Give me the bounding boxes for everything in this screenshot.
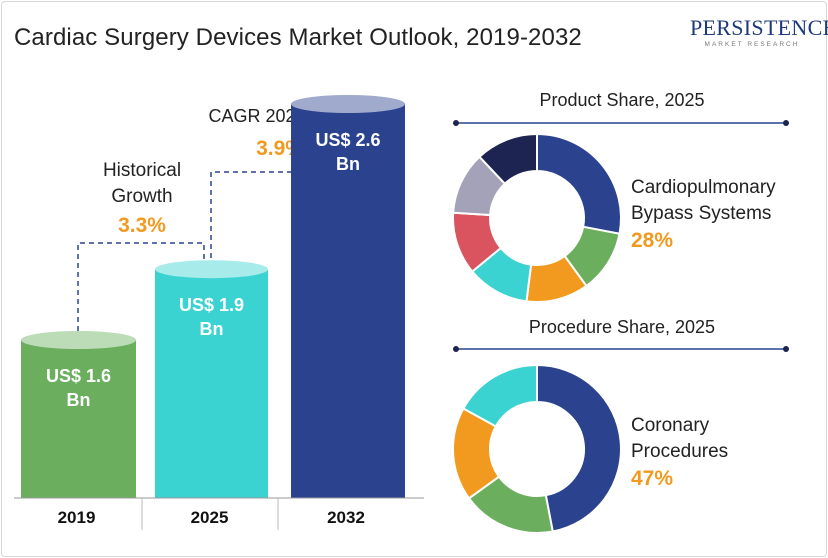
bar-value-unit: Bn bbox=[200, 319, 224, 339]
year-tick-label: 2019 bbox=[58, 508, 96, 527]
historical-label-line1: Historical bbox=[103, 160, 181, 181]
product-callout-line2: Bypass Systems bbox=[631, 203, 771, 224]
year-tick-label: 2025 bbox=[191, 508, 229, 527]
donut-slice-1 bbox=[536, 363, 622, 533]
bar-top-2019 bbox=[21, 331, 136, 349]
page-title: Cardiac Surgery Devices Market Outlook, … bbox=[14, 24, 582, 51]
donut-slice-1 bbox=[536, 132, 622, 235]
bar-value-label: US$ 1.9 bbox=[179, 295, 244, 315]
donut-slice-4 bbox=[462, 363, 538, 428]
procedure-callout-value: 47% bbox=[631, 467, 673, 490]
rule-dot-right bbox=[783, 346, 789, 352]
year-tick-label: 2032 bbox=[327, 508, 365, 527]
product-callout-line1: Cardiopulmonary bbox=[631, 177, 776, 198]
product-share-section: Product Share, 2025 Cardiopulmonary Bypa… bbox=[452, 90, 789, 303]
procedure-share-title: Procedure Share, 2025 bbox=[529, 317, 715, 337]
bar-2025 bbox=[155, 269, 268, 498]
bar-top-2032 bbox=[291, 95, 405, 113]
product-share-title: Product Share, 2025 bbox=[539, 90, 704, 110]
bar-2032 bbox=[291, 104, 405, 498]
procedure-share-section: Procedure Share, 2025 Coronary Procedure… bbox=[452, 317, 789, 534]
rule-dot-left bbox=[453, 120, 459, 126]
bar-chart: US$ 1.6 Bn 2019 US$ 1.9 Bn 2025 US$ 2.6 Bn 2032 bbox=[21, 95, 405, 527]
rule-dot-right bbox=[783, 120, 789, 126]
rule-dot-left bbox=[453, 346, 459, 352]
bar-2019 bbox=[21, 340, 136, 498]
historical-growth-annotation: Historical Growth 3.3% bbox=[77, 160, 205, 340]
logo-wordmark: PERSISTENCE bbox=[690, 15, 828, 40]
product-callout-value: 28% bbox=[631, 229, 673, 252]
donut-slice-7 bbox=[478, 132, 538, 186]
brand-logo: PERSISTENCE MARKET RESEARCH bbox=[690, 13, 828, 59]
procedure-callout-line2: Procedures bbox=[631, 441, 728, 462]
bar-value-label: US$ 2.6 bbox=[315, 130, 380, 150]
bar-value-label: US$ 1.6 bbox=[46, 366, 111, 386]
historical-growth-value: 3.3% bbox=[118, 214, 166, 237]
bar-top-2025 bbox=[155, 260, 268, 279]
historical-connector bbox=[77, 242, 205, 340]
logo-tagline: MARKET RESEARCH bbox=[704, 41, 800, 48]
product-share-donut bbox=[452, 132, 622, 303]
bar-value-unit: Bn bbox=[67, 390, 91, 410]
procedure-callout-line1: Coronary bbox=[631, 415, 710, 436]
bar-value-unit: Bn bbox=[336, 154, 360, 174]
historical-label-line2: Growth bbox=[111, 186, 172, 207]
procedure-share-donut bbox=[452, 363, 622, 534]
